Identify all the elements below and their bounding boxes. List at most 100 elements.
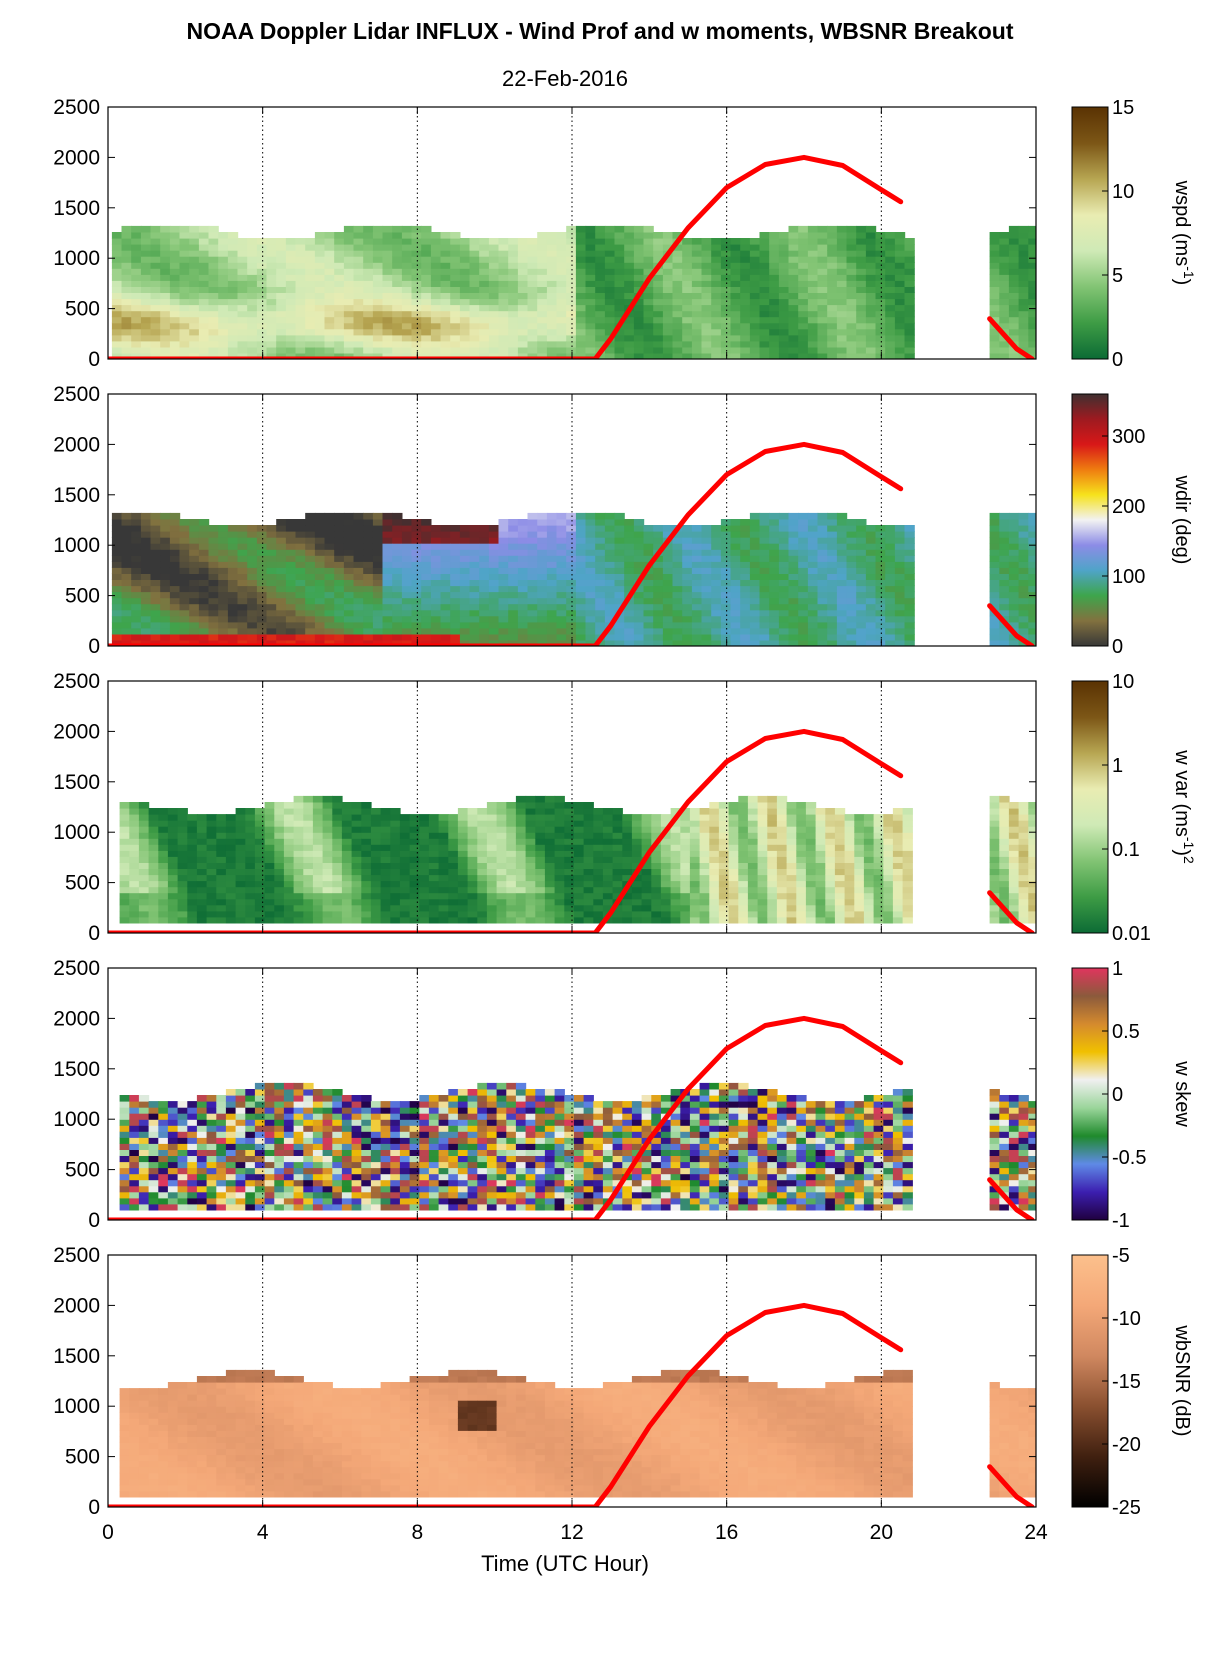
heatmap-cell: [1008, 561, 1020, 568]
heatmap-cell: [363, 268, 374, 275]
heatmap-cell: [544, 832, 556, 839]
heatmap-cell: [158, 904, 169, 912]
heatmap-cell: [682, 627, 693, 635]
heatmap-cell: [343, 346, 355, 354]
heatmap-cell: [662, 555, 674, 562]
heatmap-cell: [305, 531, 316, 538]
heatmap-cell: [285, 573, 297, 580]
heatmap-cell: [672, 353, 683, 359]
heatmap-cell: [450, 579, 461, 587]
heatmap-cell: [827, 340, 838, 348]
heatmap-cell: [467, 874, 478, 882]
heatmap-cell: [680, 844, 691, 851]
heatmap-cell: [370, 820, 382, 827]
heatmap-cell: [121, 603, 132, 611]
heatmap-cell: [672, 567, 683, 574]
heatmap-cell: [904, 292, 915, 300]
heatmap-cell: [999, 609, 1010, 617]
heatmap-cell: [285, 579, 297, 587]
heatmap-cell: [817, 298, 828, 306]
heatmap-cell: [167, 856, 179, 863]
heatmap-cell: [479, 621, 490, 629]
heatmap-cell: [264, 886, 275, 894]
heatmap-cell: [392, 346, 403, 354]
heatmap-cell: [488, 250, 500, 257]
heatmap-cell: [467, 838, 478, 845]
heatmap-cell: [662, 531, 674, 538]
heatmap-cell: [421, 591, 432, 599]
heatmap-cell: [798, 525, 809, 532]
heatmap-cell: [392, 609, 403, 617]
heatmap-cell: [382, 292, 393, 300]
heatmap-cell: [305, 274, 316, 281]
heatmap-cell: [324, 640, 335, 646]
heatmap-cell: [604, 322, 616, 330]
heatmap-cell: [711, 250, 722, 257]
heatmap-cell: [245, 874, 256, 882]
heatmap-cell: [227, 340, 239, 348]
heatmap-cell: [363, 573, 374, 580]
heatmap-cell: [508, 633, 519, 641]
heatmap-cell: [353, 567, 364, 574]
heatmap-cell: [885, 304, 896, 312]
heatmap-cell: [343, 512, 355, 520]
heatmap-cell: [314, 525, 326, 532]
heatmap-cell: [382, 346, 393, 354]
heatmap-cell: [1018, 543, 1029, 550]
heatmap-cell: [237, 280, 248, 287]
heatmap-cell: [469, 298, 480, 306]
heatmap-cell: [332, 916, 343, 924]
heatmap-cell: [614, 615, 625, 623]
heatmap-cell: [314, 274, 326, 281]
heatmap-cell: [788, 280, 799, 287]
heatmap-cell: [885, 286, 896, 293]
heatmap-cell: [314, 519, 326, 526]
heatmap-cell: [477, 898, 488, 906]
heatmap-cell: [498, 244, 509, 251]
heatmap-cell: [148, 910, 159, 918]
heatmap-cell: [237, 597, 248, 605]
heatmap-cell: [256, 340, 268, 348]
heatmap-cell: [177, 832, 188, 839]
heatmap-cell: [341, 808, 353, 815]
heatmap-cell: [198, 250, 210, 257]
heatmap-cell: [817, 603, 828, 611]
heatmap-cell: [527, 268, 538, 275]
colorbar-label-sup: -1: [1181, 266, 1197, 279]
heatmap-cell: [382, 615, 393, 623]
heatmap-cell: [225, 844, 237, 851]
heatmap-cell: [643, 573, 654, 580]
heatmap-cell: [759, 549, 770, 556]
heatmap-cell: [604, 316, 616, 324]
heatmap-cell: [401, 621, 413, 629]
heatmap-cell: [631, 832, 643, 839]
heatmap-cell: [459, 256, 471, 263]
heatmap-cell: [846, 609, 857, 617]
heatmap-cell: [361, 856, 372, 863]
heatmap-cell: [160, 298, 171, 306]
heatmap-cell: [506, 880, 517, 888]
heatmap-cell: [411, 328, 422, 336]
heatmap-cell: [846, 519, 857, 526]
heatmap-cell: [121, 322, 132, 330]
heatmap-cell: [237, 310, 248, 318]
heatmap-cell: [701, 609, 712, 617]
heatmap-cell: [593, 880, 604, 888]
heatmap-cell: [469, 609, 480, 617]
heatmap-cell: [411, 567, 422, 574]
heatmap-cell: [343, 585, 355, 593]
heatmap-cell: [353, 621, 364, 629]
heatmap-cell: [218, 561, 229, 568]
heatmap-cell: [689, 850, 701, 857]
heatmap-cell: [363, 304, 374, 312]
heatmap-cell: [401, 280, 413, 287]
heatmap-cell: [382, 274, 393, 281]
heatmap-cell: [1008, 298, 1020, 306]
heatmap-cell: [332, 862, 343, 869]
heatmap-cell: [836, 525, 848, 532]
heatmap-cell: [583, 916, 594, 924]
heatmap-cell: [989, 615, 1000, 623]
heatmap-cell: [749, 561, 761, 568]
heatmap-cell: [198, 597, 210, 605]
heatmap-cell: [651, 814, 662, 821]
